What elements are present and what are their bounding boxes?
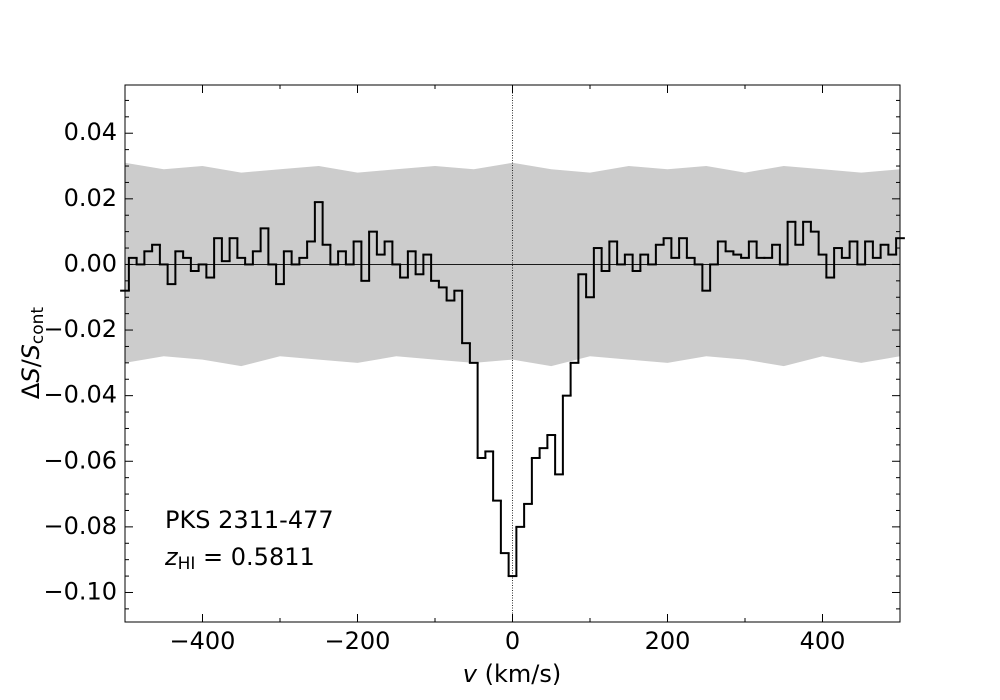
step-connector xyxy=(127,202,898,577)
x-tick-label: 0 xyxy=(505,627,520,655)
y-label-var: S xyxy=(17,367,45,382)
y-label-delta: Δ xyxy=(17,382,45,399)
y-tick-label: −0.04 xyxy=(43,381,117,409)
y-label-slash: / xyxy=(17,358,45,367)
y-tick-label: 0.02 xyxy=(64,184,117,212)
x-axis-label: v (km/s) xyxy=(463,660,561,688)
redshift-sub: HI xyxy=(178,554,196,574)
x-tick-label: −200 xyxy=(325,627,391,655)
redshift-value: = 0.5811 xyxy=(195,543,314,571)
y-tick-label: −0.08 xyxy=(43,512,117,540)
y-tick-label: −0.02 xyxy=(43,315,117,343)
source-name: PKS 2311-477 xyxy=(165,506,334,534)
y-label-sub: cont xyxy=(28,307,48,345)
y-tick-label: −0.06 xyxy=(43,446,117,474)
y-axis-label: ΔS/Scont xyxy=(17,307,48,400)
x-tick-label: 200 xyxy=(645,627,691,655)
x-label-unit: (km/s) xyxy=(477,660,561,688)
x-tick-label: −400 xyxy=(170,627,236,655)
redshift-var: z xyxy=(164,543,179,571)
y-label-var2: S xyxy=(17,344,45,359)
y-tick-label: 0.00 xyxy=(64,249,117,277)
redshift: zHI = 0.5811 xyxy=(164,543,315,574)
x-label-var: v xyxy=(463,660,478,688)
y-tick-label: −0.10 xyxy=(43,577,117,605)
y-tick-label: 0.04 xyxy=(64,118,117,146)
x-tick-label: 400 xyxy=(800,627,846,655)
